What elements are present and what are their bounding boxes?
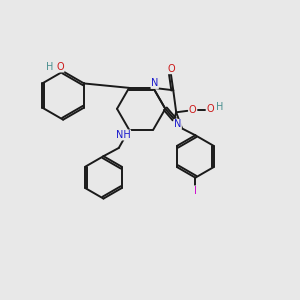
Text: NH: NH	[116, 130, 130, 140]
Text: O: O	[189, 105, 196, 115]
Text: O: O	[56, 62, 64, 72]
Text: N: N	[151, 79, 158, 88]
Text: H: H	[46, 62, 54, 72]
Text: H: H	[216, 102, 224, 112]
Text: O: O	[206, 104, 214, 114]
Text: O: O	[167, 64, 175, 74]
Text: I: I	[194, 186, 197, 196]
Text: N: N	[174, 119, 182, 129]
